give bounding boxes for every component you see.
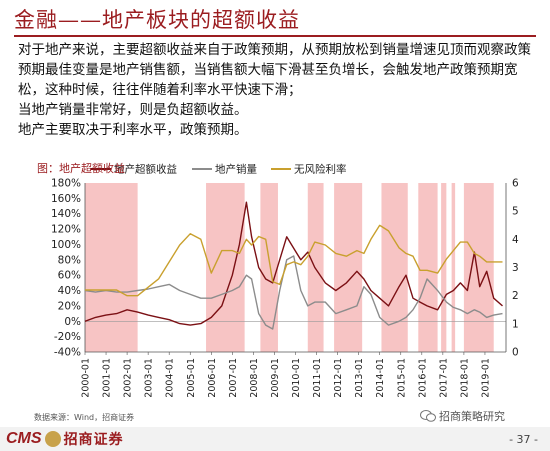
x-tick-label: 2014-01 bbox=[375, 358, 386, 398]
x-tick-label: 2015-01 bbox=[396, 358, 407, 398]
page-number: - 37 - bbox=[509, 433, 538, 446]
y-right-tick-label: 4 bbox=[512, 234, 519, 246]
series-line-1 bbox=[84, 201, 503, 326]
shaded-period bbox=[334, 183, 363, 352]
shaded-period bbox=[441, 183, 447, 352]
y-right-tick-label: 1 bbox=[512, 318, 519, 330]
chart-container: -40% -20% 0% 20% 40% 60% 80% 100% 120% 140% 160% 18… bbox=[33, 159, 549, 400]
shaded-period bbox=[463, 183, 494, 352]
title-divider bbox=[14, 35, 536, 37]
x-tick-label: 2009-01 bbox=[270, 358, 281, 398]
x-tick-label: 2010-01 bbox=[291, 358, 302, 398]
x-tick-label: 2019-01 bbox=[480, 358, 491, 398]
x-tick-label: 2001-01 bbox=[102, 358, 113, 398]
page-title: 金融——地产板块的超额收益 bbox=[14, 8, 300, 32]
y-left-tick-label: 20% bbox=[58, 300, 81, 312]
series-line-2 bbox=[84, 255, 503, 330]
body-text: 对于地产来说，主要超额收益来自于政策预期，从预期放松到销量增速见顶而观察政策预期… bbox=[18, 40, 538, 140]
y-right-tick-label: 6 bbox=[512, 178, 519, 190]
logo-mark-icon bbox=[44, 431, 61, 447]
shaded-period bbox=[307, 183, 324, 352]
y-left-tick-label: 120% bbox=[51, 224, 81, 236]
source-note: 数据来源：Wind，招商证券 bbox=[34, 413, 135, 422]
shaded-period bbox=[451, 183, 456, 352]
y-left-tick-label: -20% bbox=[54, 331, 81, 343]
wechat-label: 招商策略研究 bbox=[439, 410, 505, 423]
chart-caption: 图：地产超额收益 bbox=[37, 162, 125, 175]
x-tick-label: 2008-01 bbox=[249, 358, 260, 398]
y-left-tick-label: 40% bbox=[58, 285, 81, 297]
x-tick-label: 2013-01 bbox=[354, 358, 365, 398]
x-tick-label: 2016-01 bbox=[417, 358, 428, 398]
x-tick-label: 2006-01 bbox=[207, 358, 218, 398]
shaded-period bbox=[381, 183, 408, 352]
shaded-period bbox=[260, 183, 278, 352]
y-left-tick-label: -40% bbox=[54, 347, 81, 359]
y-right-tick-label: 0 bbox=[512, 347, 519, 359]
wechat-icon bbox=[420, 410, 436, 422]
x-tick-label: 2005-01 bbox=[186, 358, 197, 398]
company-logo: CMS 招商证券 bbox=[6, 429, 124, 449]
x-tick-label: 2012-01 bbox=[333, 358, 344, 398]
legend-label: 地产销量 bbox=[215, 163, 257, 176]
legend-label: 地产超额收益 bbox=[114, 163, 177, 176]
y-right-tick-label: 2 bbox=[512, 290, 519, 302]
x-tick-label: 2000-01 bbox=[81, 358, 92, 398]
y-left-tick-label: 0% bbox=[64, 316, 81, 328]
y-left-tick-label: 100% bbox=[51, 239, 81, 251]
shaded-period bbox=[206, 183, 245, 352]
y-left-tick-label: 80% bbox=[58, 254, 81, 266]
logo-text-en: CMS bbox=[6, 430, 42, 447]
y-left-tick-label: 60% bbox=[58, 270, 81, 282]
wechat-account: 招商策略研究 bbox=[420, 408, 505, 424]
paragraph: 对于地产来说，主要超额收益来自于政策预期，从预期放松到销量增速见顶而观察政策预期… bbox=[18, 42, 531, 98]
excess-return-chart: -40% -20% 0% 20% 40% 60% 80% 100% 120% 140% 160% 18… bbox=[51, 163, 519, 398]
x-tick-label: 2007-01 bbox=[228, 358, 239, 398]
x-tick-label: 2004-01 bbox=[165, 358, 176, 398]
x-tick-label: 2003-01 bbox=[144, 358, 155, 398]
y-left-tick-label: 180% bbox=[51, 178, 81, 190]
paragraph: 当地产销量非常好，则是负超额收益。 bbox=[18, 102, 248, 118]
logo-text-cn: 招商证券 bbox=[63, 432, 124, 448]
legend-label: 无风险利率 bbox=[294, 163, 347, 176]
x-tick-label: 2018-01 bbox=[459, 358, 470, 398]
shaded-period bbox=[418, 183, 438, 352]
x-tick-label: 2011-01 bbox=[312, 358, 323, 398]
x-tick-label: 2017-01 bbox=[438, 358, 449, 398]
footer-band bbox=[0, 427, 550, 451]
x-tick-label: 2002-01 bbox=[123, 358, 134, 398]
series-line-3 bbox=[85, 224, 503, 297]
paragraph: 地产主要取决于利率水平，政策预期。 bbox=[18, 122, 248, 138]
y-left-tick-label: 160% bbox=[51, 193, 81, 205]
y-left-tick-label: 140% bbox=[51, 208, 81, 220]
y-right-tick-label: 3 bbox=[512, 262, 519, 274]
y-right-tick-label: 5 bbox=[512, 206, 519, 218]
shaded-period bbox=[85, 183, 138, 352]
